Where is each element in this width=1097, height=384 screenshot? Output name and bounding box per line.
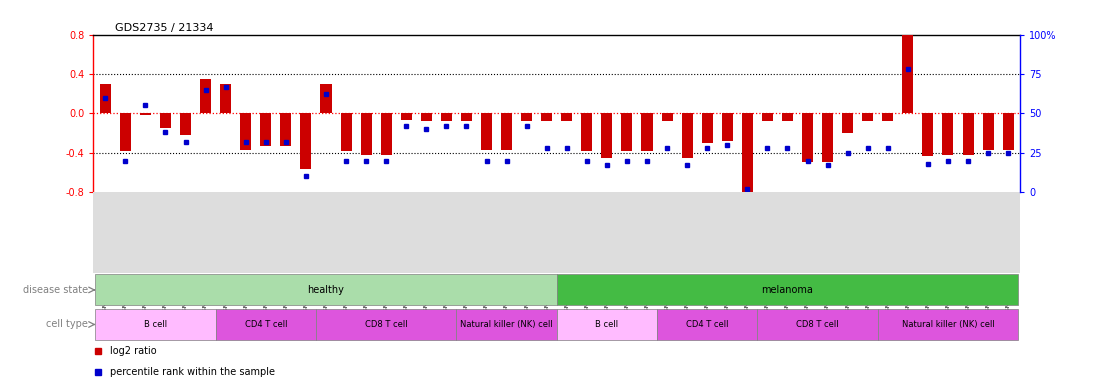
Bar xyxy=(903,33,914,113)
Bar xyxy=(320,84,331,113)
Bar xyxy=(216,309,316,340)
Text: cell type: cell type xyxy=(46,319,88,329)
Bar xyxy=(556,309,657,340)
Bar xyxy=(581,113,592,151)
Bar xyxy=(962,113,973,155)
Text: disease state: disease state xyxy=(23,285,88,295)
Bar xyxy=(702,113,713,143)
Text: GDS2735 / 21334: GDS2735 / 21334 xyxy=(115,23,214,33)
Bar xyxy=(556,275,1018,306)
Bar xyxy=(782,113,793,121)
Bar xyxy=(301,113,312,169)
Bar xyxy=(421,113,432,121)
Bar xyxy=(361,113,372,155)
Bar xyxy=(878,309,1018,340)
Bar xyxy=(160,113,171,128)
Bar xyxy=(942,113,953,155)
Bar xyxy=(220,84,231,113)
Bar xyxy=(281,113,292,146)
Bar xyxy=(180,113,191,135)
Text: CD8 T cell: CD8 T cell xyxy=(365,320,407,329)
Bar xyxy=(316,309,456,340)
Bar xyxy=(95,275,556,306)
Bar xyxy=(661,113,672,121)
Text: B cell: B cell xyxy=(596,320,619,329)
Bar xyxy=(642,113,653,151)
Bar xyxy=(441,113,452,121)
Bar xyxy=(456,309,556,340)
Text: healthy: healthy xyxy=(307,285,344,295)
Bar xyxy=(240,113,251,150)
Bar xyxy=(562,113,573,121)
Bar xyxy=(722,113,733,141)
Bar xyxy=(400,113,411,120)
Bar xyxy=(381,113,392,155)
Bar xyxy=(923,113,934,156)
Text: melanoma: melanoma xyxy=(761,285,813,295)
Bar xyxy=(95,309,216,340)
Text: CD4 T cell: CD4 T cell xyxy=(686,320,728,329)
Bar xyxy=(802,113,813,162)
Bar xyxy=(340,113,351,151)
Bar xyxy=(862,113,873,121)
Bar xyxy=(757,309,878,340)
Text: CD8 T cell: CD8 T cell xyxy=(796,320,839,329)
Bar xyxy=(1003,113,1014,150)
Bar xyxy=(657,309,757,340)
Text: CD4 T cell: CD4 T cell xyxy=(245,320,287,329)
Bar xyxy=(461,113,472,121)
Bar xyxy=(541,113,552,121)
Bar xyxy=(762,113,773,121)
Bar xyxy=(140,113,151,115)
Bar xyxy=(601,113,612,157)
Bar xyxy=(260,113,271,146)
Text: B cell: B cell xyxy=(144,320,167,329)
Text: percentile rank within the sample: percentile rank within the sample xyxy=(110,367,275,377)
Bar xyxy=(822,113,833,162)
Bar xyxy=(681,113,692,157)
Bar xyxy=(621,113,633,151)
Bar xyxy=(742,113,753,192)
Text: Natural killer (NK) cell: Natural killer (NK) cell xyxy=(461,320,553,329)
Bar xyxy=(200,79,211,113)
Bar xyxy=(842,113,853,133)
Text: log2 ratio: log2 ratio xyxy=(110,346,157,356)
Bar xyxy=(983,113,994,150)
Bar xyxy=(480,113,493,150)
Bar xyxy=(120,113,131,151)
Bar xyxy=(501,113,512,150)
Text: Natural killer (NK) cell: Natural killer (NK) cell xyxy=(902,320,994,329)
Bar xyxy=(521,113,532,121)
Bar xyxy=(882,113,893,121)
Bar xyxy=(100,84,111,113)
